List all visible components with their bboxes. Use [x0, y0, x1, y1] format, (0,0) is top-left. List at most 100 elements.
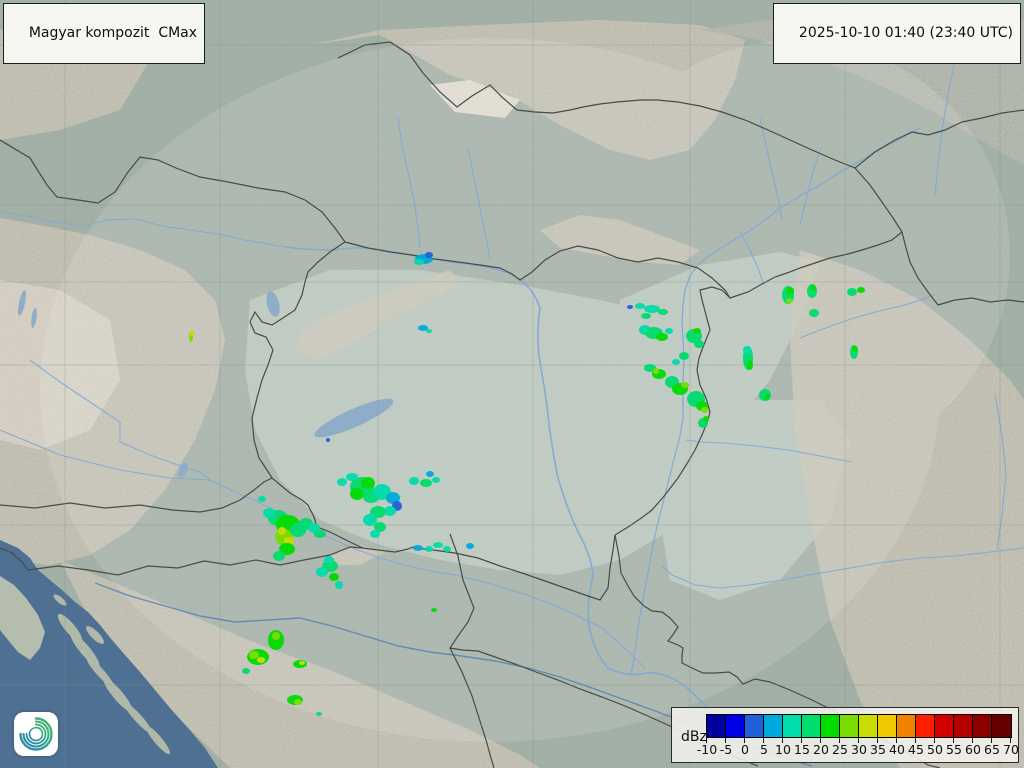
legend-color-cell [916, 715, 935, 737]
legend-tick [801, 737, 802, 743]
radar-echo [316, 712, 322, 716]
radar-echo [409, 477, 419, 485]
legend-tick [953, 737, 954, 743]
radar-echo [425, 252, 433, 258]
radar-echo [272, 632, 280, 640]
radar-echo [337, 478, 347, 486]
legend-tick [744, 737, 745, 743]
legend-color-cell [859, 715, 878, 737]
legend-color-cell [840, 715, 859, 737]
radar-echo [384, 506, 396, 516]
radar-coverage-area [40, 38, 1010, 742]
dbz-scale-ticks [706, 737, 1012, 743]
legend-tick-label: 35 [870, 742, 886, 757]
legend-tick-label: 0 [741, 742, 749, 757]
radar-echo [701, 407, 709, 413]
radar-echo [627, 305, 633, 309]
radar-echo [370, 530, 380, 538]
radar-echo [743, 346, 751, 354]
radar-echo [656, 333, 668, 341]
radar-echo [361, 477, 375, 489]
legend-color-cell [764, 715, 783, 737]
legend-tick [915, 737, 916, 743]
radar-echo [433, 542, 443, 548]
legend-tick [820, 737, 821, 743]
legend-tick [877, 737, 878, 743]
legend-tick-label: 10 [775, 742, 791, 757]
radar-echo [747, 360, 753, 370]
radar-echo [443, 546, 451, 552]
legend-tick-label: 65 [984, 742, 1000, 757]
legend-tick [972, 737, 973, 743]
radar-echo [426, 329, 432, 333]
radar-echo [314, 530, 326, 538]
radar-echo [693, 328, 701, 334]
radar-echo [386, 492, 400, 504]
radar-echo [681, 382, 689, 388]
legend-tick-label: -5 [719, 742, 733, 757]
legend-color-cell [821, 715, 840, 737]
legend-color-cell [745, 715, 764, 737]
legend-color-cell [973, 715, 992, 737]
legend-color-cell [707, 715, 726, 737]
country-borders [0, 41, 1024, 768]
radar-echo [299, 661, 305, 665]
radar-echo [249, 651, 259, 659]
radar-echo [414, 259, 424, 265]
radar-echo [809, 309, 819, 317]
radar-echo [431, 608, 437, 612]
legend-tick [839, 737, 840, 743]
dbz-color-scale [706, 714, 1012, 738]
legend-tick-label: 70 [1003, 742, 1019, 757]
legend-unit-label: dBz [681, 729, 707, 745]
radar-echo [635, 303, 645, 309]
radar-echo [308, 523, 320, 533]
legend-color-cell [897, 715, 916, 737]
radar-echo [847, 288, 857, 296]
radar-echo [257, 657, 265, 663]
spiral-logo-icon [19, 717, 53, 751]
radar-echo [857, 287, 865, 293]
legend-tick [763, 737, 764, 743]
legend-tick [896, 737, 897, 743]
radar-echo [665, 328, 673, 334]
radar-echo [279, 543, 295, 555]
radar-echo [326, 438, 330, 442]
product-label: Magyar kompozit CMax [28, 25, 198, 41]
radar-echo [316, 567, 328, 577]
radar-echo [284, 537, 294, 545]
radar-echo [370, 506, 386, 518]
radar-echo [242, 668, 250, 674]
radar-echo [374, 522, 386, 532]
legend-tick-label: 50 [927, 742, 943, 757]
radar-echo [335, 581, 343, 589]
legend-tick-label: -10 [696, 742, 718, 757]
radar-echo [413, 545, 423, 551]
legend-tick-label: 5 [760, 742, 768, 757]
radar-echo [810, 285, 816, 291]
legend-color-cell [726, 715, 745, 737]
legend-tick-label: 60 [965, 742, 981, 757]
radar-echo [672, 359, 680, 365]
legend-color-cell [992, 715, 1011, 737]
dbz-scale-labels: -10 -5 0 5 10 15 20 25 30 35 40 45 50 55 60 65 70 [697, 742, 1019, 758]
adriatic-sea [0, 540, 218, 768]
legend-tick [706, 737, 707, 743]
legend-tick [782, 737, 783, 743]
legend-tick [725, 737, 726, 743]
radar-echo [653, 368, 659, 374]
radar-echo [350, 488, 364, 500]
radar-echo [694, 340, 704, 348]
radar-echo [432, 477, 440, 483]
legend-tick [1010, 737, 1011, 743]
legend-tick-label: 40 [889, 742, 905, 757]
radar-echo [190, 330, 194, 336]
radar-echo [644, 305, 660, 313]
legend-color-cell [802, 715, 821, 737]
legend-tick-label: 45 [908, 742, 924, 757]
legend-color-cell [954, 715, 973, 737]
radar-echo [786, 298, 792, 304]
radar-echo [764, 394, 770, 400]
radar-echo [294, 699, 302, 705]
